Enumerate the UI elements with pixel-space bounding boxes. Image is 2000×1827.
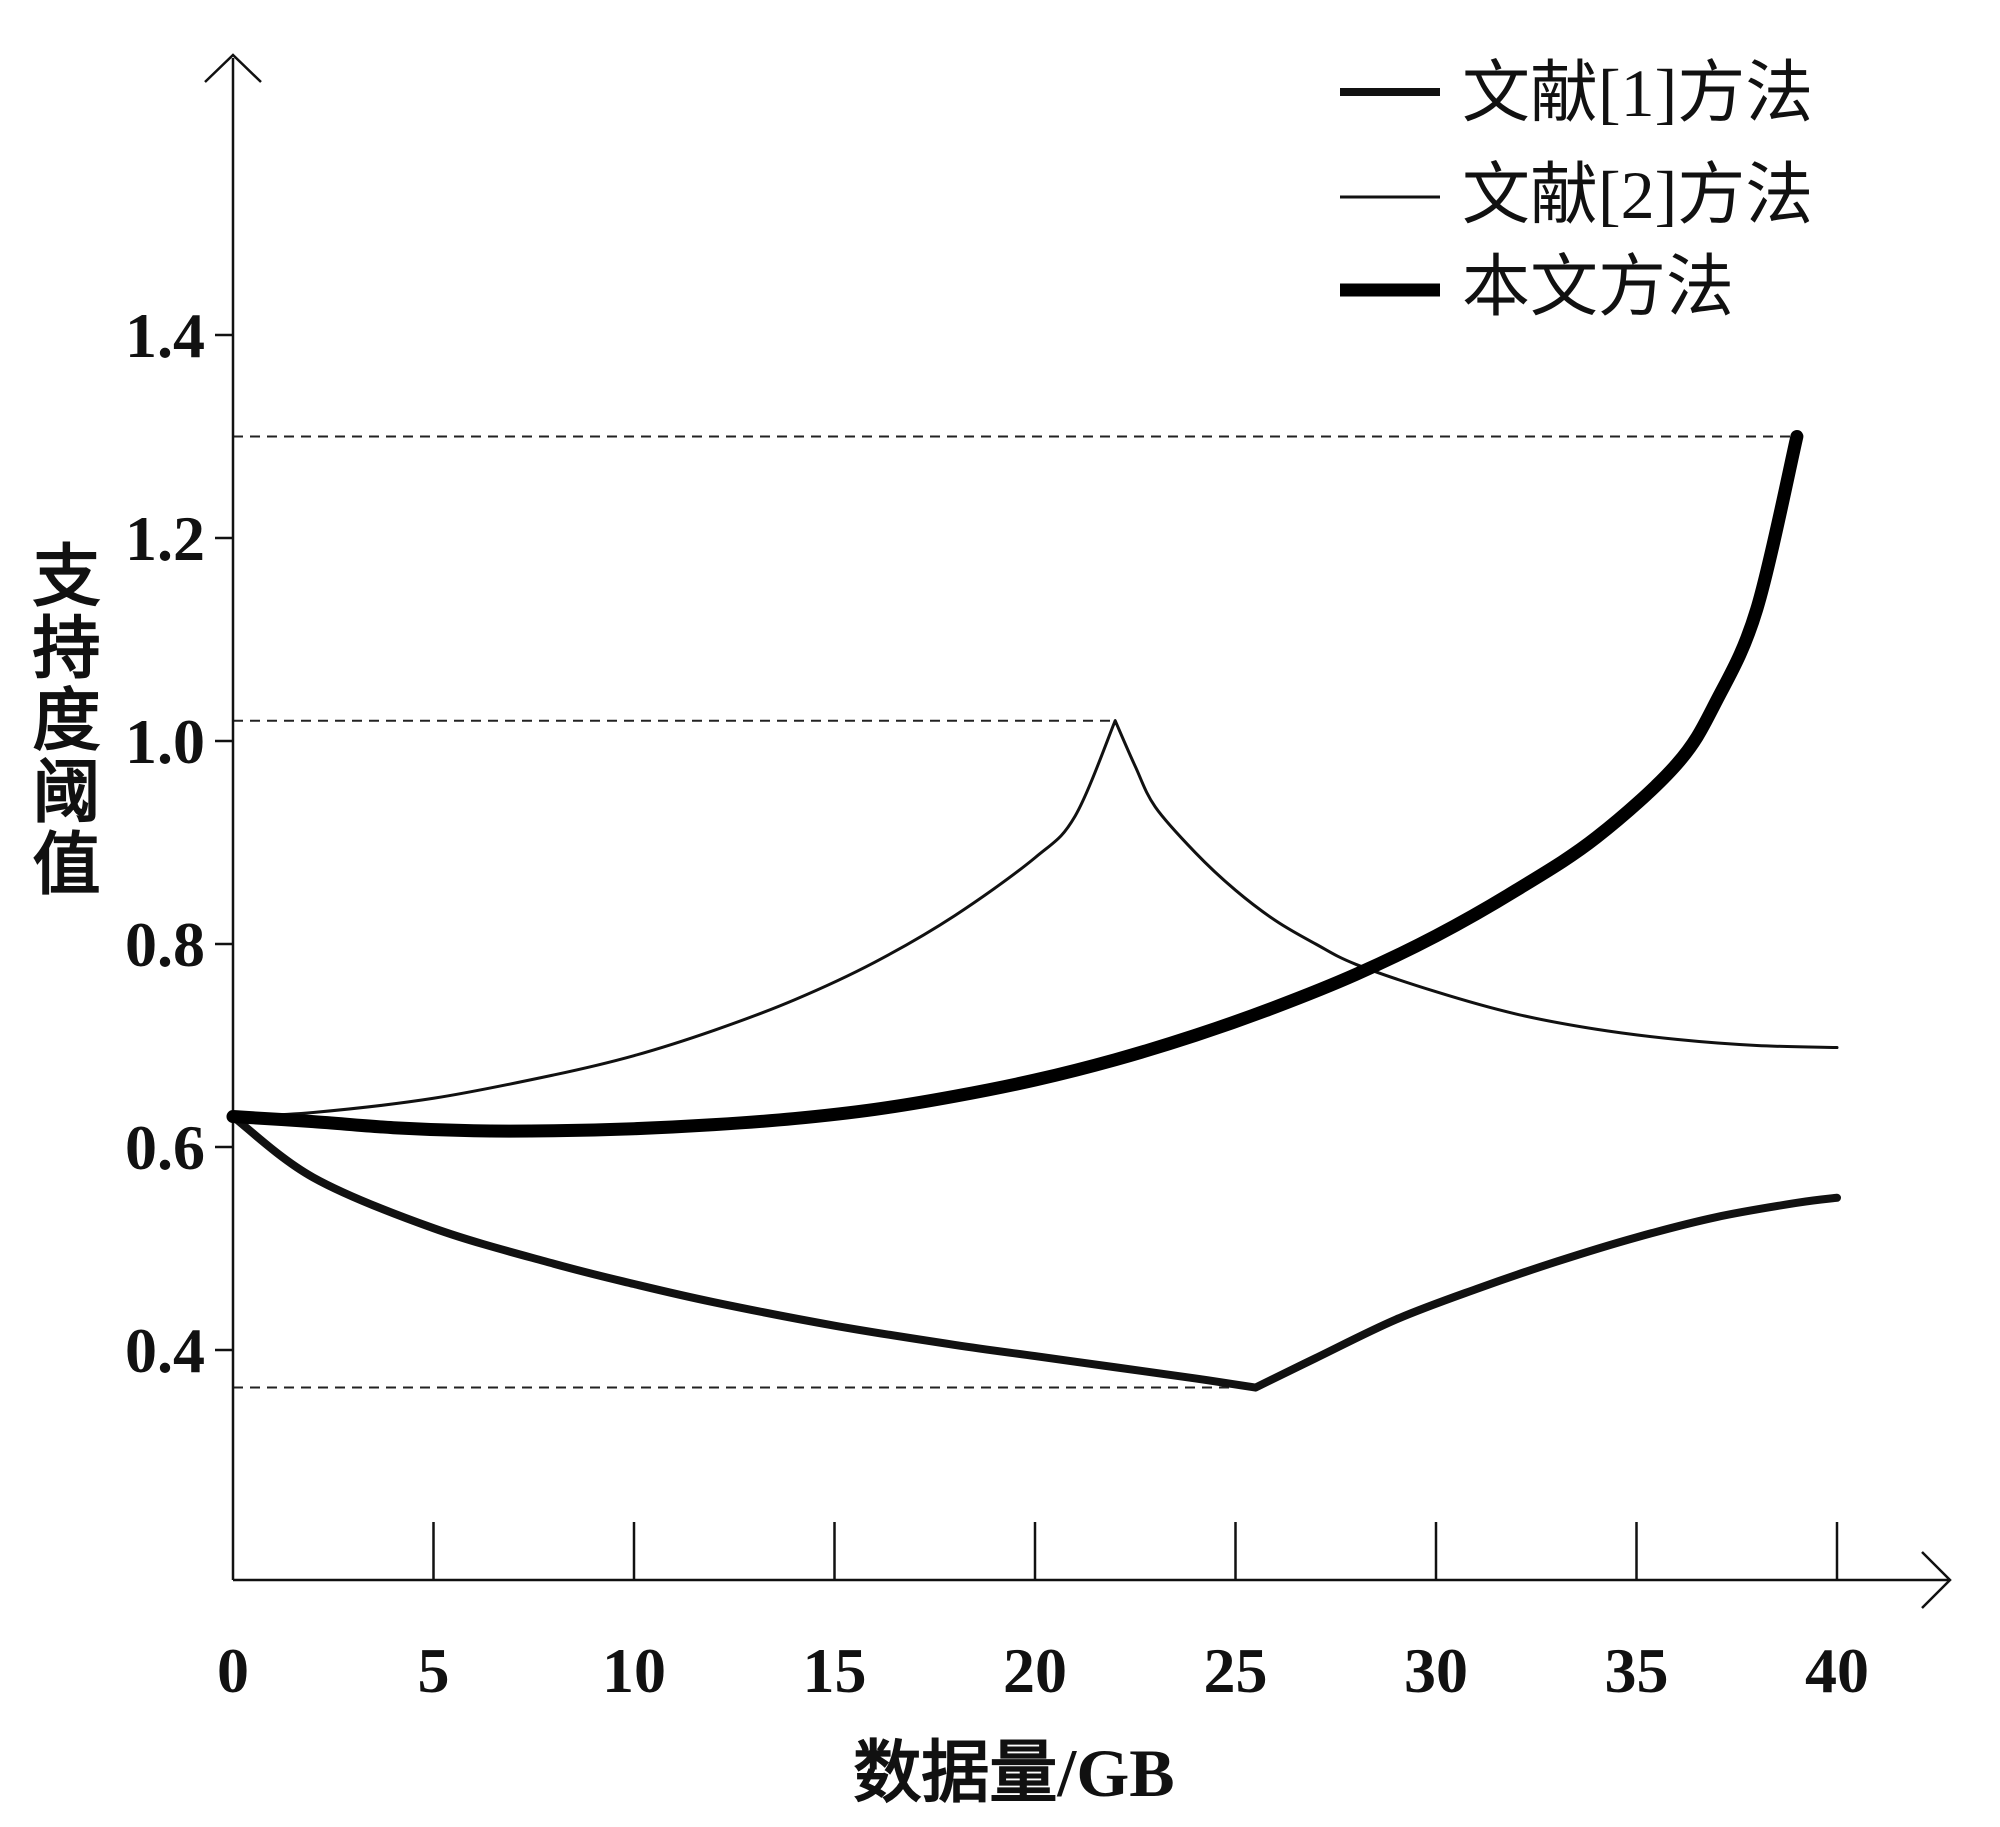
x-tick-label: 40 (1805, 1635, 1869, 1706)
legend: 文献[1]方法 文献[2]方法 本文方法 (1340, 55, 1813, 325)
y-tick-label: 0.4 (125, 1315, 205, 1386)
series-line-1 (229, 1112, 1841, 1392)
y-tick-label: 0.6 (125, 1112, 205, 1183)
legend-label-series-2: 文献[2]方法 (1462, 157, 1813, 233)
y-axis-title: 支持度阈值 (22, 540, 100, 900)
x-tick-label: 5 (418, 1635, 450, 1706)
x-tick-label: 30 (1404, 1635, 1468, 1706)
y-tick-label: 1.4 (125, 300, 205, 371)
ticks: 0.4 0.6 0.8 1.0 1.2 1.4 0 5 10 15 20 25 30 35 40 (125, 300, 1869, 1706)
series-line-2 (231, 719, 1839, 1119)
y-tick-label: 0.8 (125, 909, 205, 980)
legend-label-series-1: 文献[1]方法 (1462, 55, 1813, 131)
axes (204, 53, 1952, 1609)
y-axis-arrow-icon (204, 53, 262, 83)
y-tick-label: 1.2 (125, 503, 205, 574)
legend-label-series-3: 本文方法 (1462, 249, 1734, 325)
x-tick-label: 25 (1204, 1635, 1268, 1706)
series-lines (226, 430, 1841, 1392)
reference-lines (233, 435, 1797, 1389)
x-tick-label: 10 (602, 1635, 666, 1706)
x-tick-label: 20 (1003, 1635, 1067, 1706)
x-axis-arrow-icon (1921, 1551, 1952, 1609)
x-tick-label: 35 (1605, 1635, 1669, 1706)
series-line-3 (226, 430, 1804, 1138)
x-tick-label: 15 (803, 1635, 867, 1706)
x-tick-label: 0 (217, 1635, 249, 1706)
x-axis-title: 数据量/GB (853, 1735, 1174, 1811)
y-tick-label: 1.0 (125, 706, 205, 777)
